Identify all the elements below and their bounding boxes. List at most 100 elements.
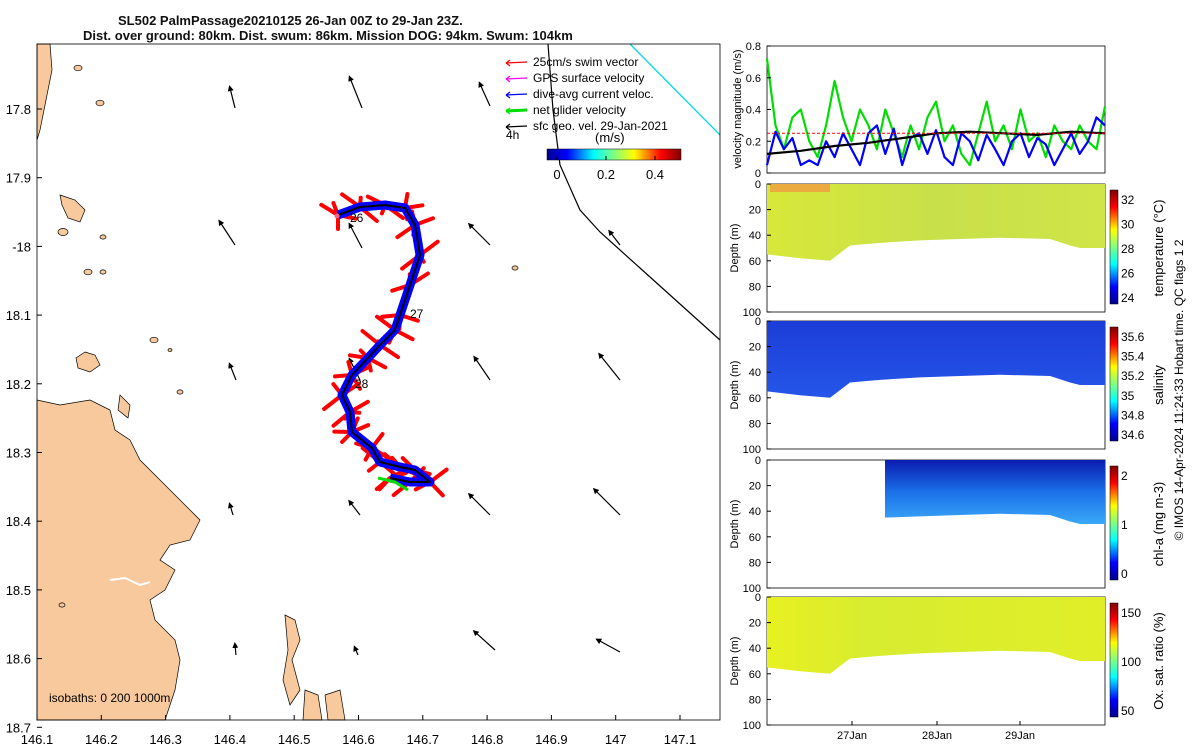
section-ytick-label: 0 (755, 455, 761, 467)
cbar-tick-label: 0.2 (597, 167, 615, 182)
section-xtick-label: 27Jan (837, 730, 867, 742)
section-cbar-label: salinity (1151, 365, 1166, 405)
section-cbar-tick: 50 (1121, 704, 1135, 718)
geo-arrow-7 (228, 362, 237, 381)
colorbar-label: (m/s) (595, 130, 625, 145)
track-line (337, 204, 431, 483)
section-cbar-label: Ox. sat. ratio (%) (1151, 612, 1166, 710)
section-cbar-tick: 34.8 (1121, 408, 1145, 422)
day-label-27: 27 (410, 307, 424, 321)
island-0 (73, 64, 83, 72)
map-xtick-label: 146.2 (85, 732, 118, 747)
land-3 (59, 194, 86, 223)
map-xtick-label: 146.4 (214, 732, 247, 747)
section-cbar-tick: 28 (1121, 242, 1135, 256)
scale-label: 4h (506, 128, 519, 142)
section-ytick-label: 80 (749, 418, 761, 430)
map-ytick-label: 18.4 (6, 514, 31, 529)
legend-label-1: GPS surface velocity (533, 71, 644, 85)
section-panel-temp: 0 20 40 60 80 100 Depth (m) 24 26 28 30 32 temperatu… (729, 179, 1166, 319)
shelf-contour (629, 43, 721, 136)
section-ytick-label: 80 (749, 281, 761, 293)
section-ylabel: Depth (m) (729, 637, 741, 686)
section-data-area (767, 597, 1105, 674)
legend-label-3: net glider velocity (533, 103, 626, 117)
legend-swatch-1 (505, 77, 528, 80)
map-ytick-label: 18.1 (6, 308, 31, 323)
geo-velocity-arrows (218, 75, 621, 656)
map-ytick-label: 17.8 (6, 102, 31, 117)
legend-arrowhead-1 (505, 75, 511, 83)
map-ytick-label: 18.7 (6, 720, 31, 735)
map-ytick-label: -18 (12, 239, 31, 254)
section-colorbar (1109, 326, 1119, 442)
section-ytick-label: 40 (749, 506, 761, 518)
section-cbar-tick: 35.6 (1121, 330, 1145, 344)
island-1 (95, 99, 105, 107)
isobaths-label: isobaths: 0 200 1000m (49, 691, 170, 705)
section-ytick-label: 80 (749, 557, 761, 569)
vel-ytick-label: 0.6 (746, 73, 761, 85)
section-ytick-label: 100 (743, 444, 761, 456)
geo-arrow-0 (227, 85, 236, 109)
map-ytick-label: 18.2 (6, 377, 31, 392)
section-ylabel: Depth (m) (729, 224, 741, 273)
section-cbar-tick: 32 (1121, 193, 1135, 207)
vel-ytick-label: 0 (755, 168, 761, 180)
geo-arrow-4 (348, 222, 363, 249)
geo-arrow-14 (592, 487, 621, 516)
section-data-area (767, 184, 1105, 261)
map-xtick-label: 146.1 (21, 732, 54, 747)
legend-swatch-0 (505, 61, 528, 64)
legend-label-2: dive-avg current veloc. (533, 87, 654, 101)
section-xtick-label: 28Jan (922, 730, 952, 742)
inlet (109, 576, 151, 587)
geo-arrow-18 (595, 638, 621, 653)
title-line-1: SL502 PalmPassage20210125 26-Jan 00Z to … (118, 13, 463, 28)
legend-arrowhead-2 (505, 91, 511, 99)
velocity-series-1 (765, 116, 1106, 167)
section-ytick-label: 20 (749, 481, 761, 493)
map-xtick-label: 147 (605, 732, 627, 747)
map-ytick-label: 18.3 (6, 446, 31, 461)
section-cbar-label: chl-a (mg m-3) (1151, 482, 1166, 567)
section-ylabel: Depth (m) (729, 500, 741, 549)
title-line-2: Dist. over ground: 80km. Dist. swum: 86k… (83, 28, 573, 43)
section-ytick-label: 100 (743, 720, 761, 732)
geo-arrow-12 (348, 499, 361, 516)
section-ytick-label: 0 (755, 179, 761, 191)
section-cbar-tick: 35.2 (1121, 369, 1145, 383)
map-xtick-label: 146.7 (407, 732, 440, 747)
island-5 (99, 269, 107, 275)
section-cbar-tick: 100 (1121, 655, 1141, 669)
section-ytick-label: 100 (743, 307, 761, 319)
section-data-area (885, 460, 1105, 524)
warm-surface-patch (770, 184, 830, 192)
section-cbar-tick: 0 (1121, 567, 1128, 581)
geo-arrow-15 (232, 642, 239, 656)
map-xtick-label: 146.5 (278, 732, 311, 747)
net-velocity-segment (377, 476, 409, 492)
section-ylabel: Depth (m) (729, 361, 741, 410)
section-ytick-label: 20 (749, 342, 761, 354)
section-cbar-tick: 2 (1121, 469, 1128, 483)
section-colorbar (1109, 465, 1119, 581)
section-xtick-label: 29Jan (1005, 730, 1035, 742)
section-colorbar (1109, 602, 1119, 718)
section-panel-sal: 0 20 40 60 80 100 Depth (m) 34.6 34.8 35 35.2 35.4 3… (729, 316, 1166, 456)
section-ytick-label: 40 (749, 230, 761, 242)
map-ytick-label: 18.5 (6, 583, 31, 598)
land-masses (36, 43, 519, 721)
geo-arrow-3 (218, 219, 236, 246)
legend-arrowhead-3 (505, 107, 511, 115)
geo-arrow-10 (598, 352, 621, 381)
map-xtick-label: 146.8 (471, 732, 504, 747)
vel-ytick-label: 0.8 (746, 41, 761, 53)
section-ytick-label: 60 (749, 669, 761, 681)
cbar-tick-label: 0.4 (646, 167, 664, 182)
section-ytick-label: 40 (749, 643, 761, 655)
island-2 (57, 228, 69, 236)
section-colorbar (1109, 189, 1119, 305)
section-data-area (767, 321, 1105, 398)
